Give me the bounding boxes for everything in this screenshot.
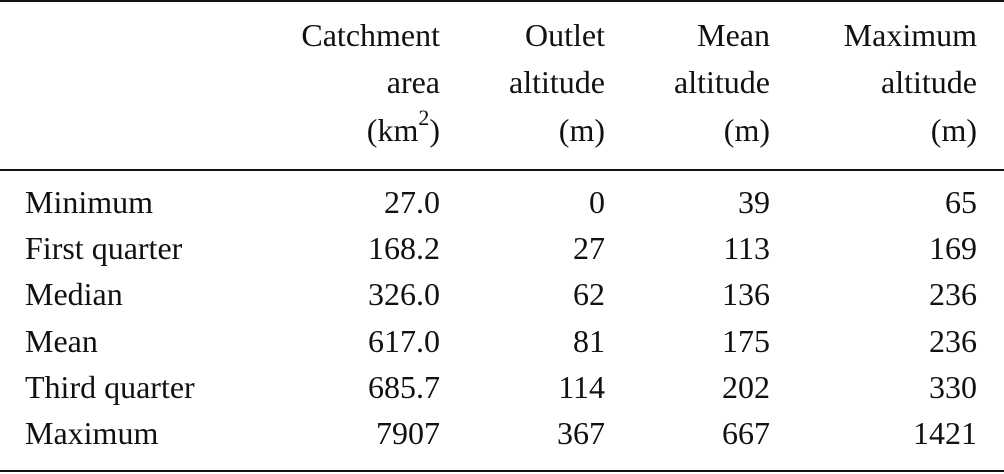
cell: 81: [573, 323, 605, 359]
cell: 0: [589, 184, 605, 220]
header-text: area: [386, 64, 440, 100]
row-label: Third quarter: [25, 369, 195, 405]
header-text: altitude: [881, 64, 977, 100]
header-text: Maximum: [843, 17, 977, 53]
cell: 367: [557, 415, 605, 451]
unit-part: (m): [558, 112, 605, 148]
cell: 1421: [913, 415, 977, 451]
cell: 39: [738, 184, 770, 220]
cell: 65: [945, 184, 977, 220]
cell: 202: [722, 369, 770, 405]
header-unit: (m): [724, 114, 770, 146]
row-label: Minimum: [25, 184, 154, 220]
top-rule: [0, 0, 1004, 2]
unit-part: (m): [723, 112, 770, 148]
row-label: Mean: [25, 323, 98, 359]
cell: 326.0: [368, 276, 440, 312]
cell: 175: [722, 323, 770, 359]
cell: 168.2: [368, 230, 440, 266]
cell: 617.0: [368, 323, 440, 359]
header-unit: (m): [559, 114, 605, 146]
cell: 667: [722, 415, 770, 451]
row-label: Maximum: [25, 415, 159, 451]
unit-part: ): [429, 112, 440, 148]
cell: 27: [573, 230, 605, 266]
header-text: Outlet: [525, 17, 605, 53]
header-unit: (km2): [366, 107, 440, 148]
cell: 685.7: [368, 369, 440, 405]
unit-part: (km: [366, 112, 419, 148]
header-text: Catchment: [301, 17, 440, 53]
row-label: Median: [25, 276, 123, 312]
cell: 27.0: [384, 184, 440, 220]
unit-part: (m): [930, 112, 977, 148]
cell: 62: [573, 276, 605, 312]
unit-part: 2: [418, 105, 430, 131]
cell: 7907: [376, 415, 440, 451]
mid-rule: [0, 169, 1004, 171]
header-text: altitude: [509, 64, 605, 100]
header-text: Mean: [697, 17, 770, 53]
cell: 330: [929, 369, 977, 405]
cell: 113: [723, 230, 770, 266]
cell: 136: [722, 276, 770, 312]
header-text: altitude: [674, 64, 770, 100]
row-label: First quarter: [25, 230, 183, 266]
cell: 114: [558, 369, 605, 405]
cell: 169: [929, 230, 977, 266]
bottom-rule: [0, 470, 1004, 472]
header-unit: (m): [931, 114, 977, 146]
cell: 236: [929, 276, 977, 312]
cell: 236: [929, 323, 977, 359]
